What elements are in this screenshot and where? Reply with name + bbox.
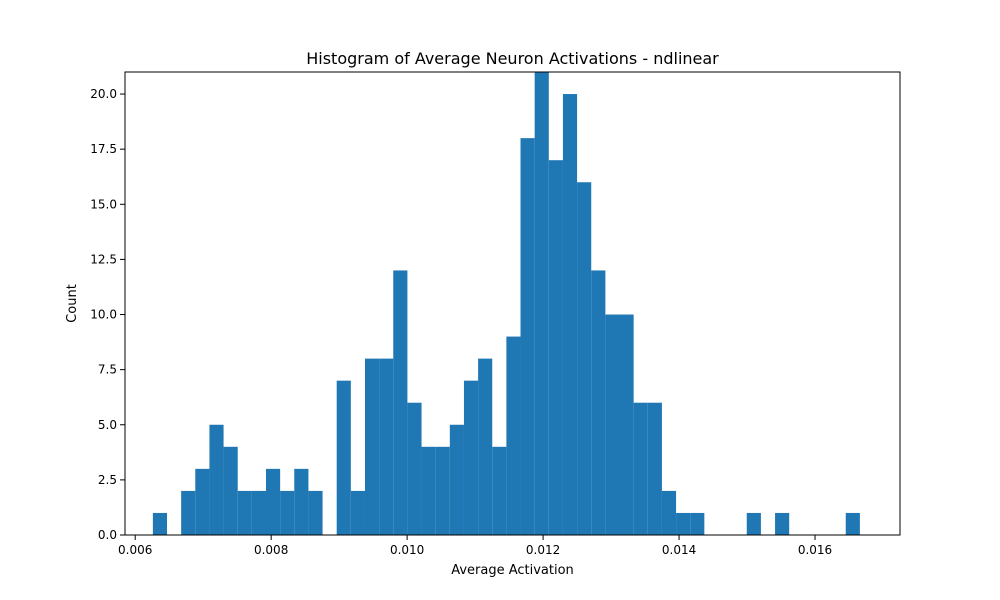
histogram-bar <box>237 490 252 535</box>
plot-frame <box>124 71 901 536</box>
histogram-bar <box>605 314 620 535</box>
histogram-bar <box>619 314 634 535</box>
x-tick-label: 0.012 <box>526 543 560 557</box>
x-tick-label: 0.006 <box>118 543 152 557</box>
bars-group <box>152 72 860 536</box>
histogram-bar <box>379 358 394 535</box>
histogram-bar <box>690 512 705 535</box>
histogram-bar <box>336 380 351 535</box>
histogram-bar <box>562 94 578 536</box>
histogram-bar <box>449 424 464 535</box>
x-axis-ticks: 0.006 0.008 0.010 0.012 0.014 0.016 <box>118 535 832 557</box>
histogram-bar <box>661 490 677 535</box>
histogram-bar <box>463 380 479 535</box>
histogram-bar <box>534 72 549 535</box>
histogram-bar <box>633 402 648 535</box>
histogram-bar <box>506 336 521 535</box>
histogram-bar <box>350 490 365 535</box>
y-tick-label: 17.5 <box>90 142 117 156</box>
chart-title: Histogram of Average Neuron Activations … <box>306 49 719 68</box>
y-tick-label: 10.0 <box>90 308 117 322</box>
histogram-bar <box>421 446 436 535</box>
histogram-bar <box>152 512 168 535</box>
histogram-bar <box>393 270 408 535</box>
histogram-bar <box>548 160 563 535</box>
histogram-bar <box>280 490 295 535</box>
histogram-bar <box>195 468 210 535</box>
histogram-bar <box>209 424 224 535</box>
histogram-bar <box>223 446 238 535</box>
y-tick-label: 0.0 <box>98 528 117 542</box>
histogram-bar <box>435 446 450 535</box>
histogram-bar <box>520 138 535 535</box>
histogram-bar <box>265 468 281 535</box>
histogram-bar <box>775 512 790 535</box>
y-tick-label: 7.5 <box>98 363 117 377</box>
y-tick-label: 15.0 <box>90 197 117 211</box>
x-axis-title: Average Activation <box>451 563 574 578</box>
histogram-bar <box>591 270 606 535</box>
histogram-bar <box>181 490 196 535</box>
x-tick-label: 0.016 <box>798 543 832 557</box>
histogram-bar <box>845 512 860 535</box>
histogram-bar <box>676 512 691 535</box>
y-axis-title: Count <box>65 284 80 323</box>
histogram-bar <box>577 182 592 535</box>
histogram-bar <box>308 490 323 535</box>
y-axis-ticks: 0.0 2.5 5.0 7.5 10.0 12.5 15.0 17.5 20.0 <box>90 87 125 542</box>
y-tick-label: 5.0 <box>98 418 117 432</box>
y-tick-label: 2.5 <box>98 473 117 487</box>
y-tick-label: 12.5 <box>90 252 117 266</box>
histogram-bar <box>407 402 422 535</box>
histogram-bar <box>492 446 507 535</box>
histogram-bar <box>364 358 380 535</box>
histogram-bar <box>478 358 493 535</box>
x-tick-label: 0.010 <box>390 543 424 557</box>
x-tick-label: 0.008 <box>254 543 288 557</box>
histogram-bar <box>294 468 309 535</box>
y-tick-label: 20.0 <box>90 87 117 101</box>
histogram-bar <box>647 402 662 535</box>
histogram-bar <box>746 512 761 535</box>
x-tick-label: 0.014 <box>662 543 696 557</box>
histogram-bar <box>251 490 266 535</box>
